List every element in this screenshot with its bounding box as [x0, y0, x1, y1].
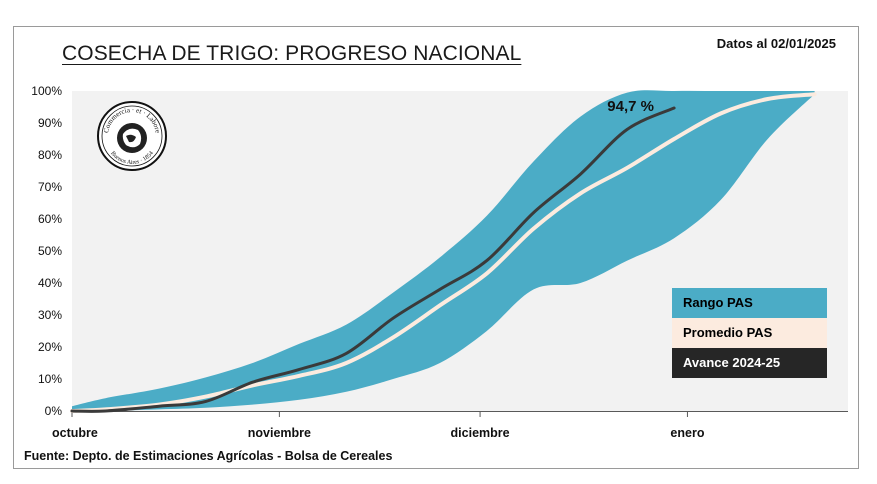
- source-note: Fuente: Depto. de Estimaciones Agrícolas…: [24, 449, 393, 463]
- y-axis: 0% 10% 20% 30% 40% 50% 60% 70% 80% 90% 100%: [31, 84, 62, 418]
- series-rango-pas-band: [72, 90, 815, 412]
- chart-annotations: 94,7 %: [607, 98, 654, 115]
- y-tick-label: 60%: [38, 212, 62, 226]
- legend-item-avance-2024-25: Avance 2024-25: [672, 348, 827, 378]
- legend-label-rango-pas: Rango PAS: [683, 295, 753, 310]
- y-tick-label: 100%: [31, 84, 62, 98]
- legend-label-promedio-pas: Promedio PAS: [683, 325, 773, 340]
- y-tick-label: 90%: [38, 116, 62, 130]
- legend-item-rango-pas: Rango PAS: [672, 288, 827, 318]
- y-tick-label: 40%: [38, 276, 62, 290]
- legend-label-avance-2024-25: Avance 2024-25: [683, 355, 781, 370]
- bolsa-de-cereales-logo: Commercia · et · Labore Buenos Aires · 1…: [96, 100, 168, 172]
- chart-title: COSECHA DE TRIGO: PROGRESO NACIONAL: [62, 42, 522, 65]
- y-tick-label: 20%: [38, 340, 62, 354]
- x-tick-label: diciembre: [451, 426, 510, 440]
- x-tick-label: octubre: [52, 426, 98, 440]
- y-tick-label: 30%: [38, 308, 62, 322]
- series-promedio-pas-line: [70, 92, 817, 413]
- y-tick-label: 80%: [38, 148, 62, 162]
- x-axis: octubre noviembre diciembre enero: [52, 411, 848, 440]
- x-tick-label: noviembre: [248, 426, 311, 440]
- y-tick-label: 10%: [38, 372, 62, 386]
- data-date-note: Datos al 02/01/2025: [716, 36, 836, 51]
- series-avance-2024-25-line: [70, 106, 676, 413]
- y-tick-label: 70%: [38, 180, 62, 194]
- y-tick-label: 0%: [45, 404, 63, 418]
- y-tick-label: 50%: [38, 244, 62, 258]
- legend-item-promedio-pas: Promedio PAS: [672, 318, 827, 348]
- x-tick-label: enero: [670, 426, 704, 440]
- annotation-final-value: 94,7 %: [607, 98, 654, 115]
